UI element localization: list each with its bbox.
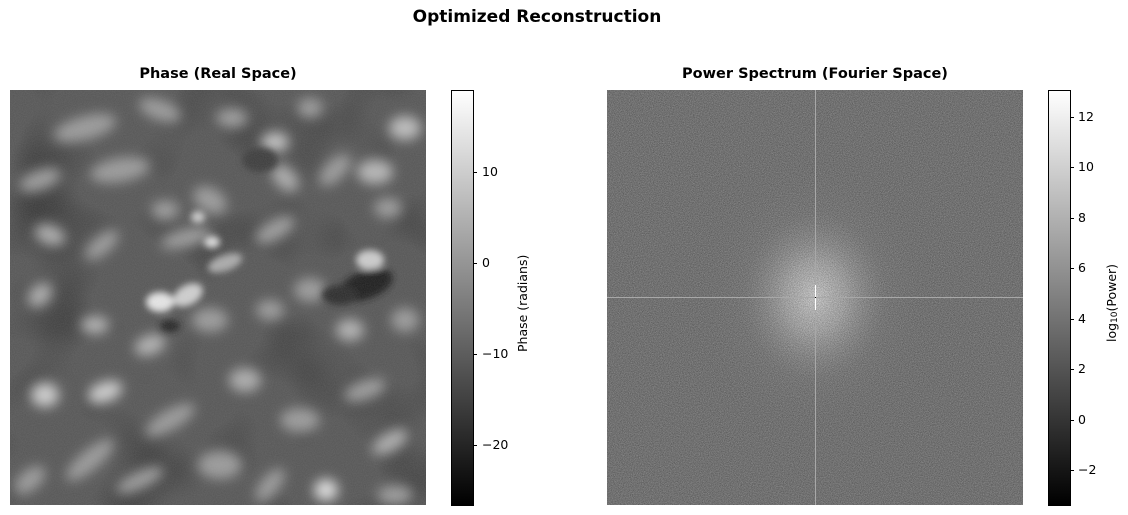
tick-mark [1070,167,1074,168]
tick-mark [1070,117,1074,118]
label-subscript: 10 [1110,311,1120,323]
phase-colorbar-label: Phase (radians) [515,254,530,352]
tick-label: 10 [482,164,498,179]
tick-mark [473,445,477,446]
tick-mark [1070,470,1074,471]
tick-mark [473,354,477,355]
label-suffix: (Power) [1104,263,1119,312]
spectrum-colorbar [1048,90,1071,506]
tick-mark [1070,369,1074,370]
tick-label: 0 [482,255,490,270]
figure-title: Optimized Reconstruction [412,7,662,27]
phase-panel-title: Phase (Real Space) [139,66,297,82]
tick-mark [1070,420,1074,421]
tick-mark [1070,319,1074,320]
tick-mark [1070,268,1074,269]
tick-label: 2 [1078,361,1086,376]
tick-label: −2 [1078,462,1097,477]
spectrum-image [607,90,1023,505]
tick-label: −10 [482,346,509,361]
label-prefix: log [1104,322,1119,342]
tick-label: 0 [1078,412,1086,427]
phase-image [10,90,426,505]
tick-label: 4 [1078,311,1086,326]
tick-label: 12 [1078,109,1094,124]
tick-mark [473,172,477,173]
tick-label: 6 [1078,260,1086,275]
tick-label: 8 [1078,210,1086,225]
phase-colorbar [451,90,474,506]
tick-label: 10 [1078,159,1094,174]
tick-mark [473,263,477,264]
tick-label: −20 [482,437,509,452]
tick-mark [1070,218,1074,219]
spectrum-colorbar-label: log10(Power) [1104,264,1120,342]
spectrum-panel-title: Power Spectrum (Fourier Space) [682,66,948,82]
